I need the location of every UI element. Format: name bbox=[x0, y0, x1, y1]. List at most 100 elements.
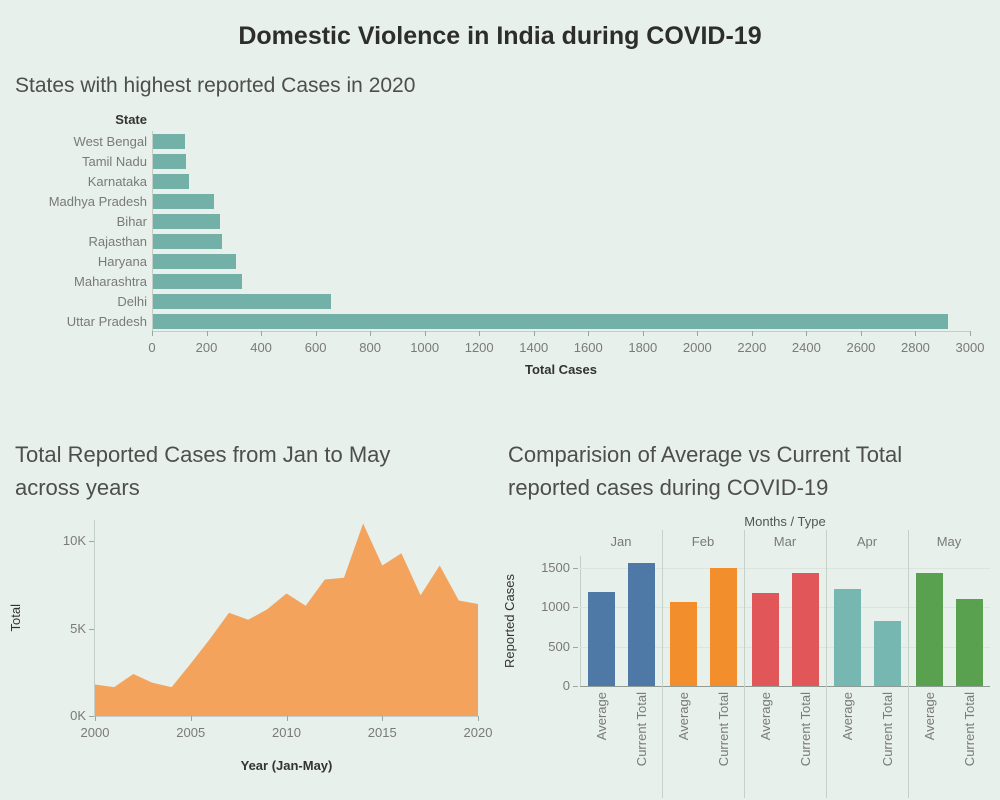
type-label-text: Average bbox=[675, 692, 691, 741]
x-tick-mark bbox=[751, 331, 753, 336]
states-x-axis-title: Total Cases bbox=[524, 362, 597, 377]
area-y-axis-title-wrap: Total bbox=[8, 520, 23, 716]
area-chart-title: Total Reported Cases from Jan to May acr… bbox=[15, 438, 390, 504]
x-tick-label: 1800 bbox=[628, 340, 658, 355]
states-chart-title: States with highest reported Cases in 20… bbox=[15, 74, 416, 97]
month-type-labels: Average Current Total bbox=[580, 692, 662, 800]
state-label: West Bengal bbox=[73, 133, 147, 149]
y-tick-label: 0 bbox=[562, 678, 570, 693]
state-row: Bihar bbox=[0, 211, 970, 231]
state-bar[interactable] bbox=[152, 193, 215, 209]
gridline bbox=[580, 567, 990, 569]
bar-current-total[interactable] bbox=[955, 599, 983, 686]
x-tick-mark bbox=[370, 331, 372, 336]
bar-average[interactable] bbox=[587, 592, 615, 686]
state-row: Karnataka bbox=[0, 171, 970, 191]
grouped-y-axis-line bbox=[580, 556, 581, 686]
states-bar-chart: States with highest reported Cases in 20… bbox=[0, 62, 1000, 412]
x-tick-label: 400 bbox=[250, 340, 272, 355]
bar-current-total[interactable] bbox=[791, 573, 819, 686]
state-bar[interactable] bbox=[152, 273, 242, 289]
states-y-axis-line bbox=[152, 131, 153, 331]
state-bar[interactable] bbox=[152, 173, 189, 189]
grouped-chart-title: Comparision of Average vs Current Total … bbox=[508, 438, 902, 504]
y-tick-mark bbox=[89, 716, 94, 717]
column-divider bbox=[908, 530, 909, 798]
area-y-axis-title: Total bbox=[8, 604, 23, 632]
type-label-text: Current Total bbox=[633, 692, 649, 767]
x-tick-mark bbox=[478, 716, 479, 721]
area-y-axis-line bbox=[94, 520, 95, 717]
state-label: Uttar Pradesh bbox=[66, 313, 147, 329]
state-row: West Bengal bbox=[0, 131, 970, 151]
x-tick-label: 200 bbox=[195, 340, 218, 355]
x-tick-label: 2010 bbox=[272, 725, 301, 740]
bar-average[interactable] bbox=[751, 593, 779, 686]
chart-title-line: across years bbox=[15, 475, 140, 500]
chart-title-line: reported cases during COVID-19 bbox=[508, 475, 829, 500]
x-tick-mark bbox=[261, 331, 263, 336]
state-bar-track bbox=[152, 213, 970, 229]
state-bar[interactable] bbox=[152, 233, 222, 249]
zero-line bbox=[580, 686, 990, 687]
state-bar-track bbox=[152, 253, 970, 269]
type-label-text: Average bbox=[921, 692, 937, 741]
x-tick-mark bbox=[588, 331, 590, 336]
state-bar[interactable] bbox=[152, 153, 186, 169]
state-bar-track bbox=[152, 293, 970, 309]
month-column bbox=[908, 556, 990, 686]
x-tick-mark bbox=[915, 331, 917, 336]
gridline bbox=[580, 607, 990, 609]
x-tick-mark bbox=[286, 716, 288, 721]
states-x-axis: 0 200 400 600 800 1000 1200 1400 1600 1800 2000 220… bbox=[148, 331, 984, 363]
x-tick-mark bbox=[533, 331, 535, 336]
bar-average[interactable] bbox=[669, 602, 697, 686]
state-axis-title: State bbox=[115, 112, 147, 127]
x-tick-label: 2020 bbox=[463, 725, 493, 740]
state-bar[interactable] bbox=[152, 213, 221, 229]
x-tick-label: 2400 bbox=[791, 340, 821, 355]
y-tick-mark bbox=[573, 686, 578, 687]
state-bar[interactable] bbox=[152, 133, 185, 149]
area-series[interactable] bbox=[95, 523, 478, 717]
state-bar-track bbox=[152, 173, 970, 189]
x-tick-label: 2800 bbox=[900, 340, 930, 355]
month-column bbox=[662, 556, 744, 686]
bar-average[interactable] bbox=[833, 589, 861, 686]
average-vs-current-chart: Comparision of Average vs Current Total … bbox=[500, 430, 1000, 800]
bar-average[interactable] bbox=[915, 573, 943, 686]
state-row: Maharashtra bbox=[0, 271, 970, 291]
y-tick-mark bbox=[89, 628, 94, 630]
y-tick-label: 0K bbox=[70, 708, 86, 723]
bar-current-total[interactable] bbox=[873, 621, 901, 686]
y-tick-label: 500 bbox=[548, 638, 570, 654]
type-label-text: Average bbox=[757, 692, 773, 741]
state-bar-track bbox=[152, 153, 970, 169]
state-row: Rajasthan bbox=[0, 231, 970, 251]
yearly-area-chart: Total Reported Cases from Jan to May acr… bbox=[0, 430, 500, 800]
state-bar[interactable] bbox=[152, 253, 236, 269]
x-tick-mark bbox=[860, 331, 862, 336]
states-x-axis-line bbox=[152, 331, 970, 332]
chart-title-line: Comparision of Average vs Current Total bbox=[508, 442, 903, 467]
state-bar-track bbox=[152, 133, 970, 149]
x-tick-mark bbox=[970, 331, 971, 336]
y-tick-mark bbox=[573, 646, 578, 648]
state-row: Tamil Nadu bbox=[0, 151, 970, 171]
type-label-text: Current Total bbox=[797, 692, 813, 767]
state-bar-track bbox=[152, 273, 970, 289]
state-bar[interactable] bbox=[152, 293, 331, 309]
type-label: Average bbox=[752, 692, 779, 800]
bar-current-total[interactable] bbox=[627, 563, 655, 686]
state-label: Tamil Nadu bbox=[81, 153, 147, 169]
state-bar[interactable] bbox=[152, 313, 949, 329]
month-label: Feb bbox=[691, 534, 715, 549]
area-plot bbox=[95, 523, 478, 717]
month-type-labels: Average Current Total bbox=[826, 692, 908, 800]
bar-current-total[interactable] bbox=[709, 568, 737, 686]
y-tick-mark bbox=[573, 567, 578, 569]
month-column bbox=[744, 556, 826, 686]
state-label: Bihar bbox=[116, 213, 147, 229]
type-label-text: Average bbox=[593, 692, 609, 741]
state-label: Karnataka bbox=[87, 173, 147, 189]
